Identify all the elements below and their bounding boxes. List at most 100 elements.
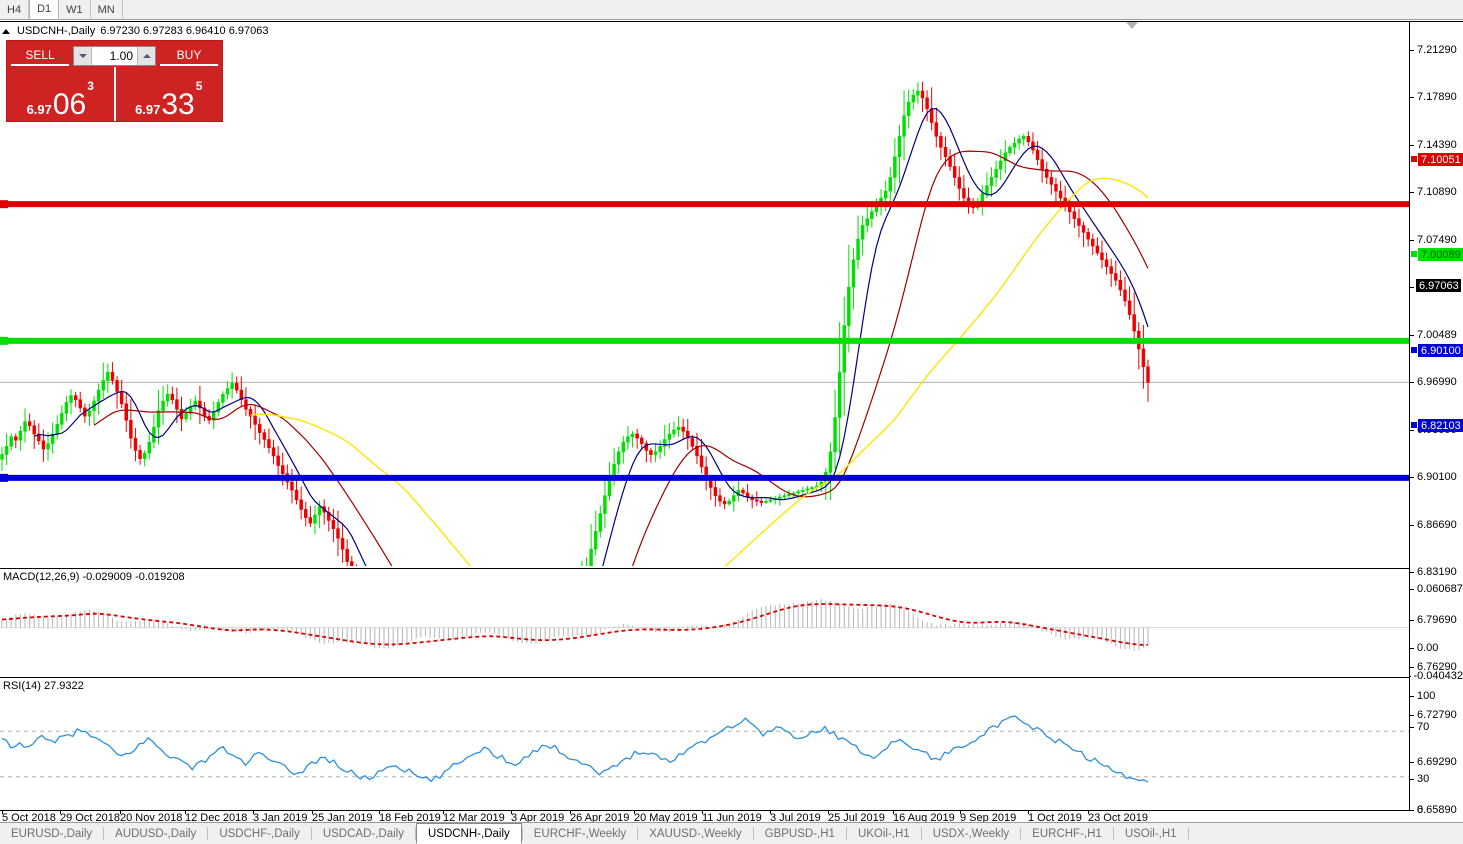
candle-body [165, 393, 170, 402]
timeframe-tab-d1[interactable]: D1 [29, 0, 60, 19]
price-scale-tick: 7.07490 [1410, 234, 1463, 246]
candle-body [69, 395, 73, 403]
volume-increase-button[interactable] [137, 46, 155, 65]
candle-body [161, 400, 165, 411]
scale-tickmark [1410, 588, 1414, 590]
timeframe-toolbar: H4 D1 W1 MN [0, 0, 1463, 20]
candle-body [221, 393, 225, 403]
buy-price-fraction: 5 [195, 79, 203, 93]
volume-input[interactable]: 1.00 [109, 48, 133, 63]
candle-body [262, 432, 267, 440]
price-scale[interactable]: 7.212907.178907.143907.108907.074907.039… [1410, 22, 1463, 822]
candle-body [925, 97, 929, 110]
timeframe-tab-h4[interactable]: H4 [0, 0, 30, 19]
resistance-line-tag[interactable]: 7.10051 [1418, 153, 1463, 166]
chart-tab-ukoil-h1[interactable]: UKOil-,H1 [857, 827, 910, 840]
sell-price-display[interactable]: 6.97 06 3 [7, 67, 114, 121]
date-axis-label: 9 Sep 2019 [960, 812, 1017, 822]
scale-tick-label: 6.83190 [1417, 566, 1457, 578]
candle-body [805, 488, 810, 491]
candle-body [916, 90, 920, 96]
candle-body [718, 495, 722, 502]
price-pane[interactable] [0, 22, 1410, 566]
scale-tickmark [1410, 571, 1414, 573]
chart-tab-xauusd-weekly[interactable]: XAUUSD-,Weekly [649, 827, 742, 840]
date-axis-label: 3 Jul 2019 [770, 812, 821, 822]
level-line-tag[interactable]: 6.90100 [1418, 344, 1463, 357]
candle-body [248, 408, 253, 417]
one-click-trading-panel[interactable]: SELL 1.00 BUY 6.97 06 3 6.97 33 5 [6, 40, 223, 122]
chart-area[interactable]: USDCNH-,Daily 6.97230 6.97283 6.96410 6.… [0, 21, 1463, 822]
sell-button[interactable]: SELL [11, 46, 69, 66]
sell-price-big: 06 [52, 88, 87, 121]
support-line-tag[interactable]: 7.00089 [1418, 248, 1463, 261]
candle-body [722, 500, 727, 505]
candle-body [897, 135, 902, 158]
rsi-pane[interactable]: RSI(14) 27.9322 [0, 677, 1410, 810]
scale-tick-label: 30 [1417, 773, 1430, 785]
candle-body [119, 391, 124, 405]
candle-body [695, 446, 699, 457]
rsi-scale-tick: 0 [1410, 804, 1463, 816]
candle-body [1054, 184, 1058, 192]
date-tickmark [634, 811, 635, 814]
candle-body [764, 500, 768, 503]
volume-decrease-button[interactable] [74, 46, 92, 65]
candle-body [175, 399, 179, 410]
date-tickmark [828, 811, 829, 814]
oct-price-row: 6.97 06 3 6.97 33 5 [7, 67, 222, 121]
candle-body [32, 425, 36, 435]
chart-scroll-marker-icon[interactable] [1126, 22, 1138, 29]
chart-tab-audusd-daily[interactable]: AUDUSD-,Daily [115, 827, 197, 840]
chart-tab-eurchf-h1[interactable]: EURCHF-,H1 [1032, 827, 1102, 840]
date-axis-label: 26 Apr 2019 [570, 812, 630, 822]
candle-body [676, 426, 681, 431]
rsi-line [1, 715, 1149, 783]
price-scale-tick: 6.76290 [1410, 661, 1463, 673]
level-line-tag[interactable]: 6.82103 [1418, 419, 1463, 432]
date-axis-label: 3 Jan 2019 [253, 812, 308, 822]
buy-button[interactable]: BUY [160, 46, 218, 66]
scale-tick-label: 0 [1417, 804, 1424, 816]
level-tag-knob[interactable] [1411, 251, 1417, 257]
tab-separator [637, 827, 639, 840]
candle-body [73, 395, 78, 400]
scale-tickmark [1410, 191, 1414, 193]
timeframe-tab-mn[interactable]: MN [90, 0, 123, 19]
timeframe-tab-w1[interactable]: W1 [59, 0, 91, 19]
collapse-triangle-icon[interactable] [2, 28, 10, 34]
date-axis-label: 25 Jul 2019 [828, 812, 885, 822]
candle-body [593, 531, 598, 550]
level-line-anchor[interactable] [0, 200, 8, 209]
tab-separator [920, 827, 922, 840]
price-scale-tick: 6.79690 [1410, 614, 1463, 626]
chart-tab-usdchf-daily[interactable]: USDCHF-,Daily [219, 827, 300, 840]
chart-tab-usdcad-daily[interactable]: USDCAD-,Daily [322, 827, 404, 840]
scale-tick-label: 0.00 [1417, 642, 1439, 654]
candle-body [994, 168, 998, 178]
level-line-anchor[interactable] [0, 473, 8, 482]
scale-tickmark [1410, 726, 1414, 728]
level-line-anchor[interactable] [0, 336, 8, 345]
chart-tab-gbpusd-h1[interactable]: GBPUSD-,H1 [764, 827, 835, 840]
macd-pane[interactable]: MACD(12,26,9) -0.029009 -0.019208 [0, 568, 1410, 676]
buy-price-display[interactable]: 6.97 33 5 [113, 67, 223, 121]
level-tag-knob[interactable] [1411, 156, 1417, 162]
level-tag-knob[interactable] [1411, 422, 1417, 428]
volume-stepper[interactable]: 1.00 [73, 45, 156, 66]
candle-body [943, 146, 948, 158]
level-tag-knob[interactable] [1411, 347, 1417, 353]
chart-tab-eurusd-daily[interactable]: EURUSD-,Daily [11, 827, 93, 840]
scale-tick-label: -0.040432 [1413, 670, 1463, 682]
candle-body [598, 513, 603, 532]
chart-tab-usdcnh-daily[interactable]: USDCNH-,Daily [415, 823, 522, 844]
chart-tab-usoil-h1[interactable]: USOil-,H1 [1124, 827, 1177, 840]
candle-body [1003, 152, 1008, 162]
candle-body [865, 218, 869, 226]
chart-tab-eurchf-weekly[interactable]: EURCHF-,Weekly [533, 827, 627, 840]
candle-body [1035, 149, 1040, 160]
chart-tab-usdx-weekly[interactable]: USDX-,Weekly [932, 827, 1010, 840]
candle-body [304, 509, 308, 518]
current-price-tag[interactable]: 6.97063 [1416, 279, 1461, 292]
